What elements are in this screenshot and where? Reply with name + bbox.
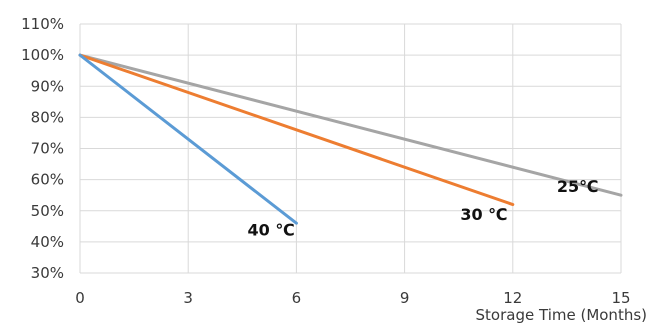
y-tick-label-100: 100% — [21, 46, 64, 64]
series-layer — [78, 53, 623, 225]
x-tick-label-15: 15 — [611, 289, 630, 307]
series-line-2 — [78, 53, 298, 225]
series-line-0 — [78, 53, 623, 197]
y-tick-label-90: 90% — [31, 77, 64, 95]
y-tick-label-30: 30% — [31, 264, 64, 282]
x-tick-label-6: 6 — [292, 289, 302, 307]
series-line-1 — [78, 53, 515, 207]
y-tick-label-40: 40% — [31, 233, 64, 251]
label-layer: 25℃ 30 ℃ 40 ℃ — [248, 177, 599, 240]
y-tick-label-80: 80% — [31, 108, 64, 126]
series-label-0: 25℃ — [557, 177, 599, 196]
y-tick-label-60: 60% — [31, 171, 64, 189]
y-tick-label-110: 110% — [21, 15, 64, 33]
y-tick-label-50: 50% — [31, 202, 64, 220]
y-tick-label-70: 70% — [31, 140, 64, 158]
x-tick-label-9: 9 — [400, 289, 410, 307]
x-tick-label-12: 12 — [503, 289, 522, 307]
x-tick-label-3: 3 — [183, 289, 193, 307]
series-label-2: 40 ℃ — [248, 221, 295, 240]
axis-layer: 30% 40% 50% 60% 70% 80% 90% 100% 110% 0 3 6 9 12 15Sto… — [21, 15, 647, 324]
x-tick-label-0: 0 — [75, 289, 85, 307]
x-axis-title: Storage Time (Months) — [476, 306, 647, 324]
series-label-1: 30 ℃ — [460, 205, 507, 224]
